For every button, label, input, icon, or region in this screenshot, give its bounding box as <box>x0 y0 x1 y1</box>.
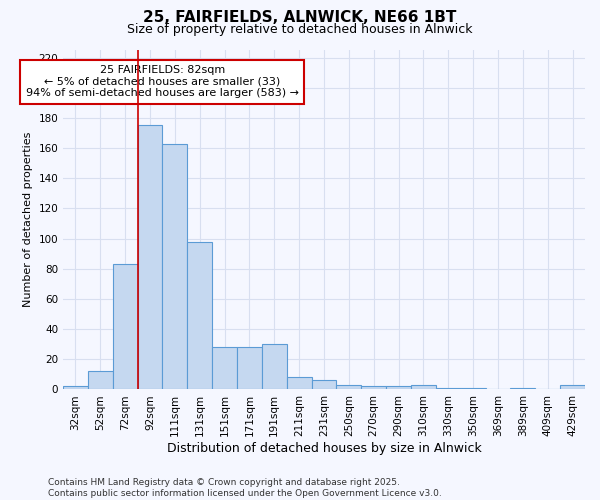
Text: 25, FAIRFIELDS, ALNWICK, NE66 1BT: 25, FAIRFIELDS, ALNWICK, NE66 1BT <box>143 10 457 25</box>
Bar <box>386 386 411 390</box>
Bar <box>461 388 485 390</box>
Bar <box>337 385 361 390</box>
Bar <box>411 385 436 390</box>
Bar <box>187 242 212 390</box>
Text: Contains HM Land Registry data © Crown copyright and database right 2025.
Contai: Contains HM Land Registry data © Crown c… <box>48 478 442 498</box>
Bar <box>311 380 337 390</box>
Bar <box>137 126 163 390</box>
Bar <box>560 385 585 390</box>
Bar <box>287 378 311 390</box>
X-axis label: Distribution of detached houses by size in Alnwick: Distribution of detached houses by size … <box>167 442 481 455</box>
Bar <box>113 264 137 390</box>
Bar <box>436 388 461 390</box>
Text: Size of property relative to detached houses in Alnwick: Size of property relative to detached ho… <box>127 22 473 36</box>
Bar <box>511 388 535 390</box>
Bar <box>262 344 287 390</box>
Bar <box>63 386 88 390</box>
Y-axis label: Number of detached properties: Number of detached properties <box>23 132 33 308</box>
Bar <box>361 386 386 390</box>
Bar <box>212 347 237 390</box>
Text: 25 FAIRFIELDS: 82sqm
← 5% of detached houses are smaller (33)
94% of semi-detach: 25 FAIRFIELDS: 82sqm ← 5% of detached ho… <box>26 65 299 98</box>
Bar <box>88 372 113 390</box>
Bar <box>163 144 187 390</box>
Bar <box>237 347 262 390</box>
